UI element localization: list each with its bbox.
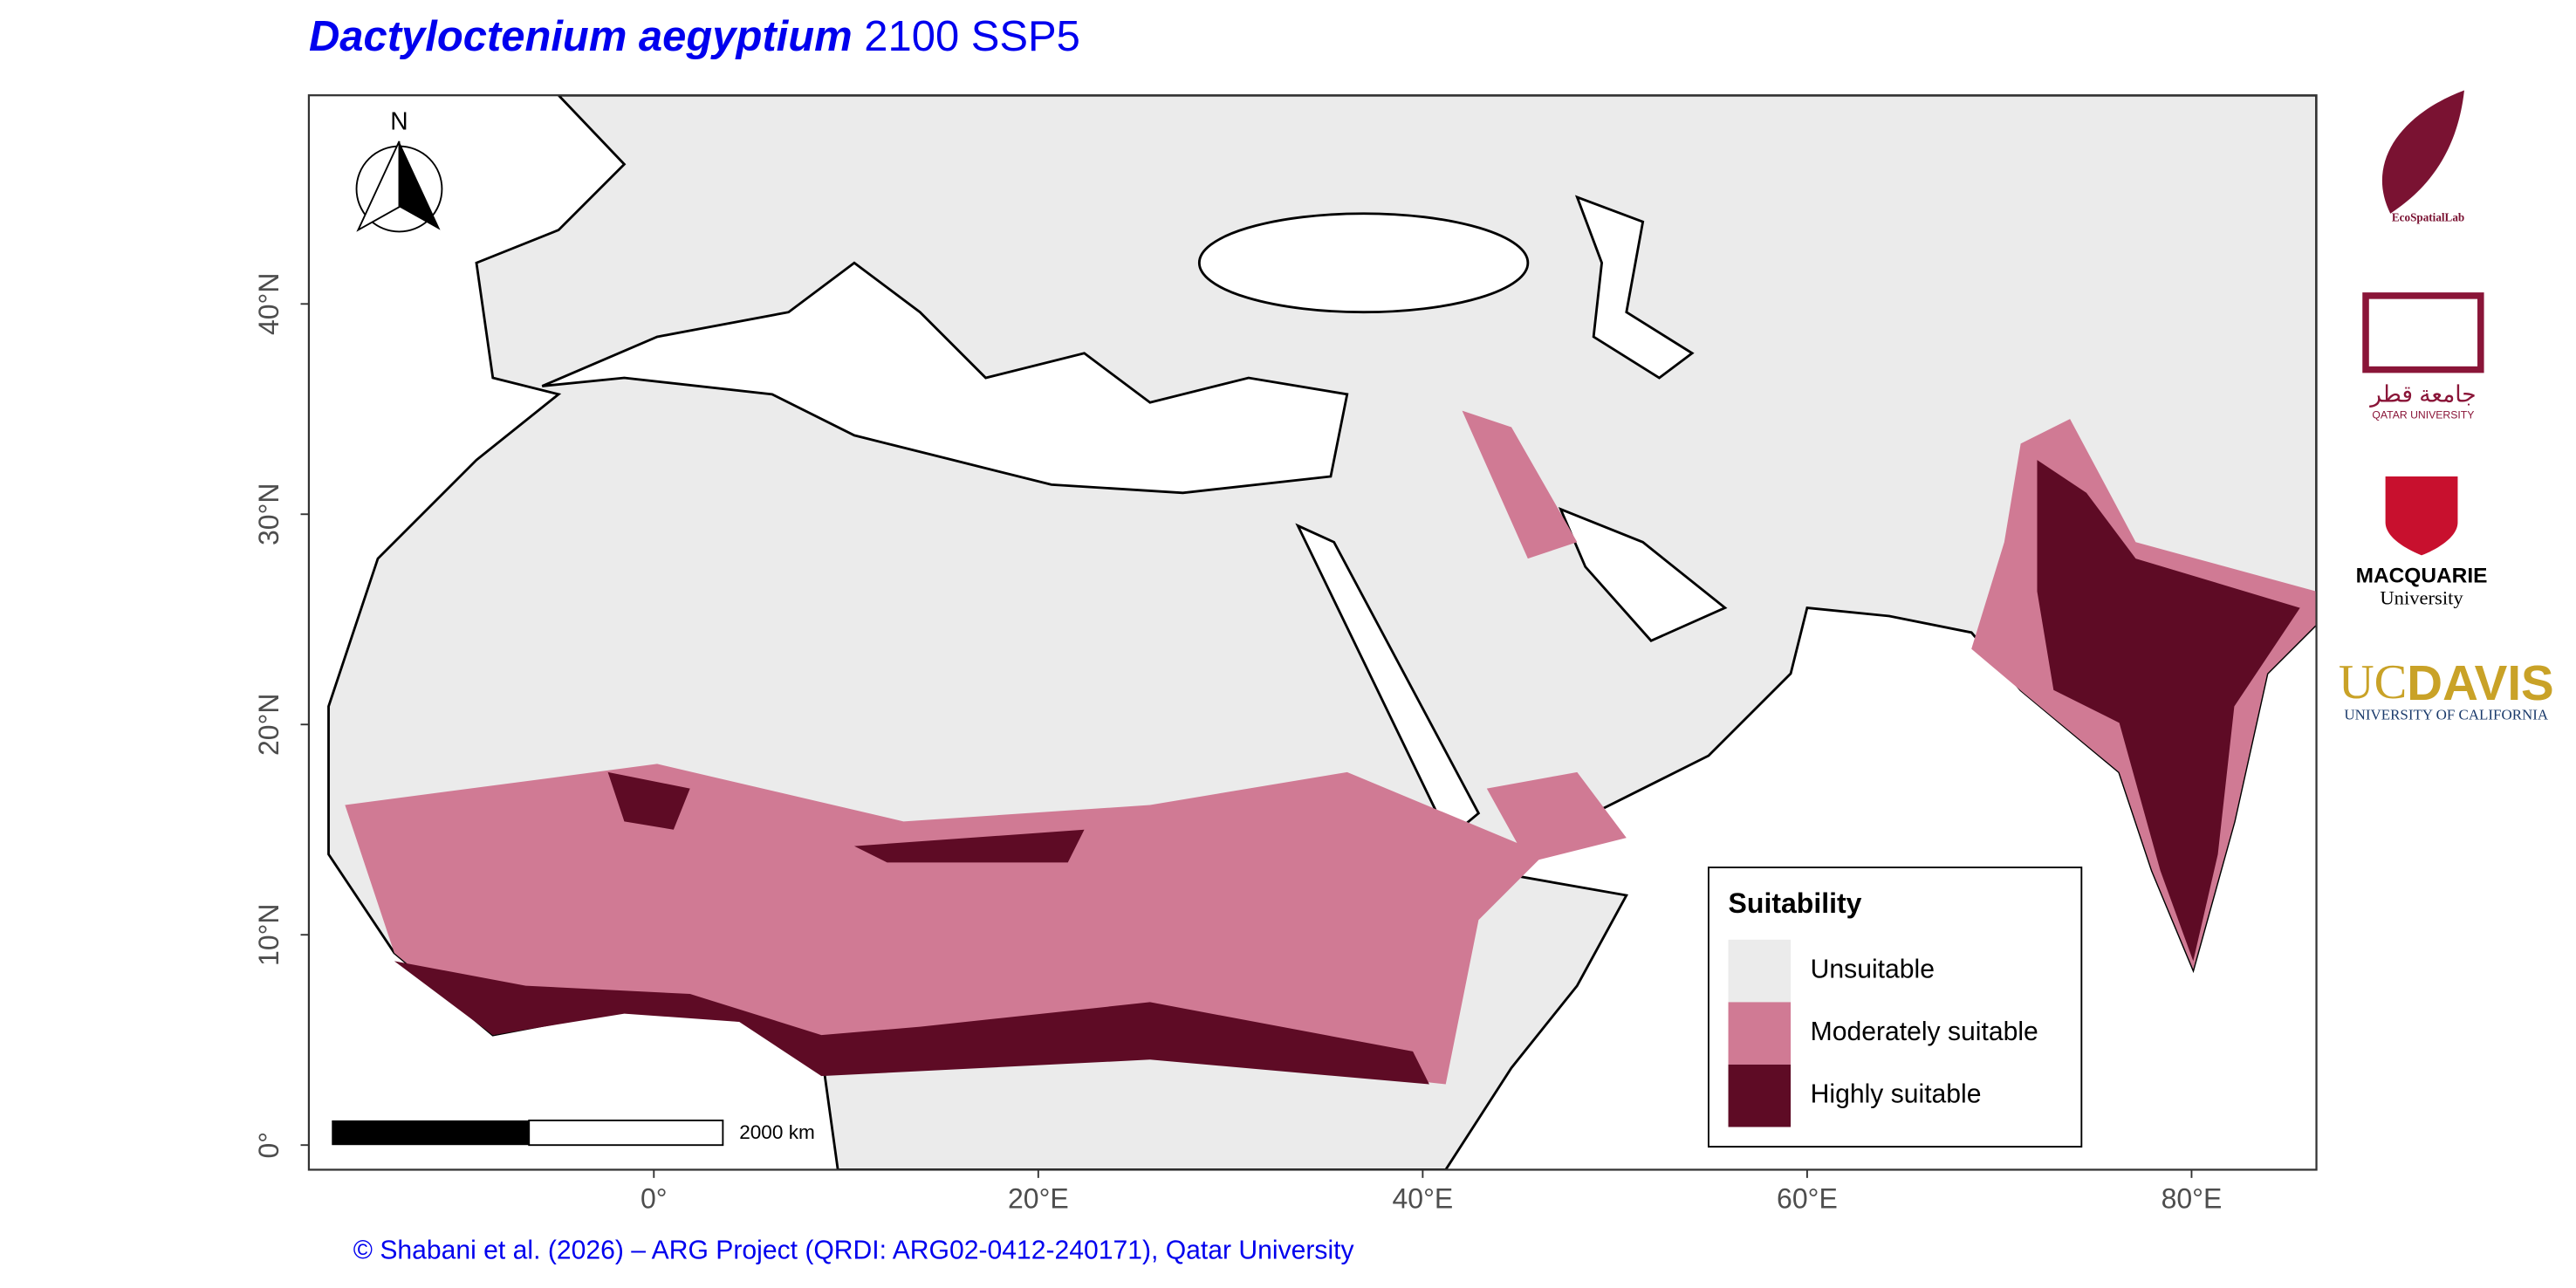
macquarie-logo [2385, 476, 2458, 556]
uc: UC [2339, 655, 2407, 709]
legend-label: Highly suitable [1811, 1080, 1982, 1109]
davis: DAVIS [2407, 655, 2553, 710]
macquarie-sub: University [2380, 586, 2463, 608]
india-high [2037, 460, 2300, 962]
x-tick-label: 80°E [2162, 1183, 2223, 1215]
panel-border [307, 94, 2318, 1171]
y-tick-label: 20°N [253, 694, 284, 757]
legend-swatch [1728, 1002, 1792, 1065]
map [308, 95, 2317, 1170]
legend-swatch [1728, 1064, 1792, 1127]
x-tick-label: 40°E [1393, 1183, 1454, 1215]
legend-swatch [1728, 939, 1792, 1003]
x-tick-label: 0° [641, 1183, 668, 1215]
north-right [399, 140, 441, 230]
arabia-moderate [1462, 410, 1627, 863]
north-label: N [390, 107, 408, 135]
mediterranean [541, 261, 1349, 495]
x-tick-label: 60°E [1777, 1183, 1838, 1215]
macquarie-text: MACQUARIE [2356, 564, 2488, 587]
north-arrow: N [355, 107, 443, 233]
legend-title: Suitability [1729, 887, 1862, 919]
caspian [1574, 195, 1695, 380]
qatar-logo [2362, 292, 2484, 373]
legend: Suitability Unsuitable Moderately suitabl… [1708, 867, 2083, 1148]
red-sea [1295, 523, 1481, 840]
qatar-text: QATAR UNIVERSITY [2372, 409, 2474, 421]
legend-label: Moderately suitable [1811, 1017, 2038, 1046]
persian-gulf [1558, 507, 1728, 642]
sahel-high [394, 771, 1429, 1085]
legend-label: Unsuitable [1811, 956, 1935, 984]
scale-bar: 2000 km [332, 1120, 815, 1147]
logos: EcoSpatialLab جامعة قطر QATAR UNIVERSITY… [2339, 90, 2554, 723]
y-tick-label: 30°N [253, 483, 284, 546]
axes: 0° 20°E 40°E 60°E 80°E 0° 10°N 20°N 30°N 40°N [253, 273, 2222, 1215]
scale-black [332, 1120, 530, 1146]
ucdavis-sub: UNIVERSITY OF CALIFORNIA [2344, 707, 2548, 723]
y-tick-label: 40°N [253, 273, 284, 336]
scale-white [528, 1120, 724, 1147]
seas [541, 195, 1728, 840]
qatar-arabic: جامعة قطر [2368, 381, 2476, 408]
caption: © Shabani et al. (2026) – ARG Project (Q… [353, 1237, 1354, 1265]
black-sea [1197, 212, 1530, 314]
x-tick-label: 20°E [1008, 1183, 1069, 1215]
title: Dactyloctenium aegyptium 2100 SSP5 [309, 13, 1080, 60]
title-scenario: 2100 SSP5 [864, 13, 1080, 60]
ecospatial-text: EcoSpatialLab [2392, 210, 2464, 223]
suitability [345, 410, 2317, 1085]
y-tick-label: 10°N [253, 903, 284, 965]
ecospatial-logo [2381, 90, 2464, 214]
scale-label: 2000 km [739, 1121, 815, 1143]
y-tick-label: 0° [253, 1132, 284, 1159]
title-species: Dactyloctenium aegyptium [309, 13, 853, 60]
ucdavis-text: UCDAVIS [2339, 655, 2554, 710]
